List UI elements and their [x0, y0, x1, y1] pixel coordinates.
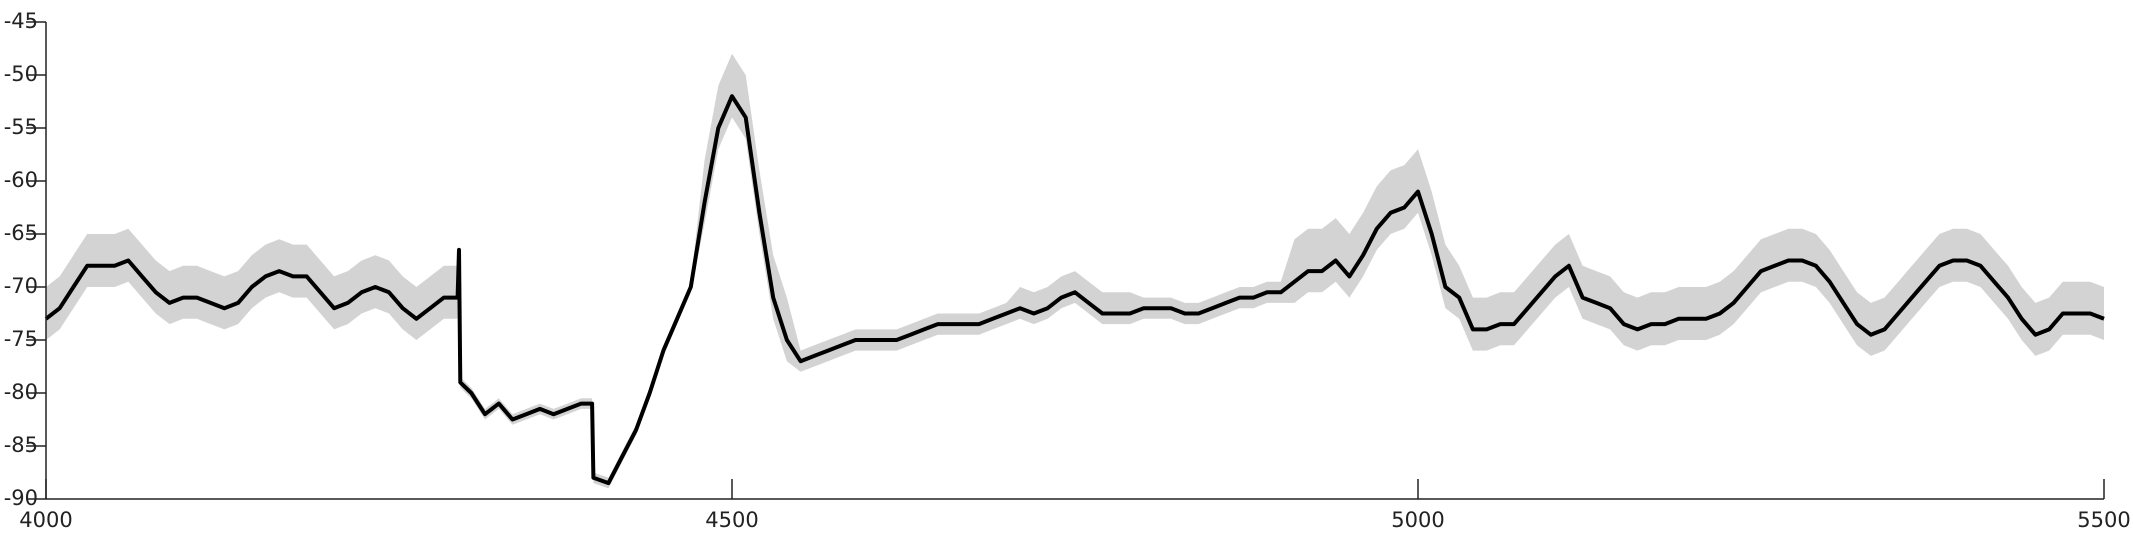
y-tick-label: -90	[4, 486, 38, 510]
x-tick-label: 5000	[1391, 508, 1444, 532]
x-tick-label: 4000	[19, 508, 72, 532]
x-tick-label: 5500	[2077, 508, 2130, 532]
y-tick-label: -50	[4, 62, 38, 86]
y-tick-label: -60	[4, 168, 38, 192]
y-tick-label: -75	[4, 327, 38, 351]
x-tick-label: 4500	[705, 508, 758, 532]
y-tick-label: -80	[4, 380, 38, 404]
y-tick-label: -45	[4, 9, 38, 33]
line	[44, 94, 2105, 486]
y-tick-label: -85	[4, 433, 38, 457]
y-tick-label: -65	[4, 221, 38, 245]
band	[46, 53, 2104, 489]
y-tick-label: -70	[4, 274, 38, 298]
y-tick-label: -55	[4, 115, 38, 139]
